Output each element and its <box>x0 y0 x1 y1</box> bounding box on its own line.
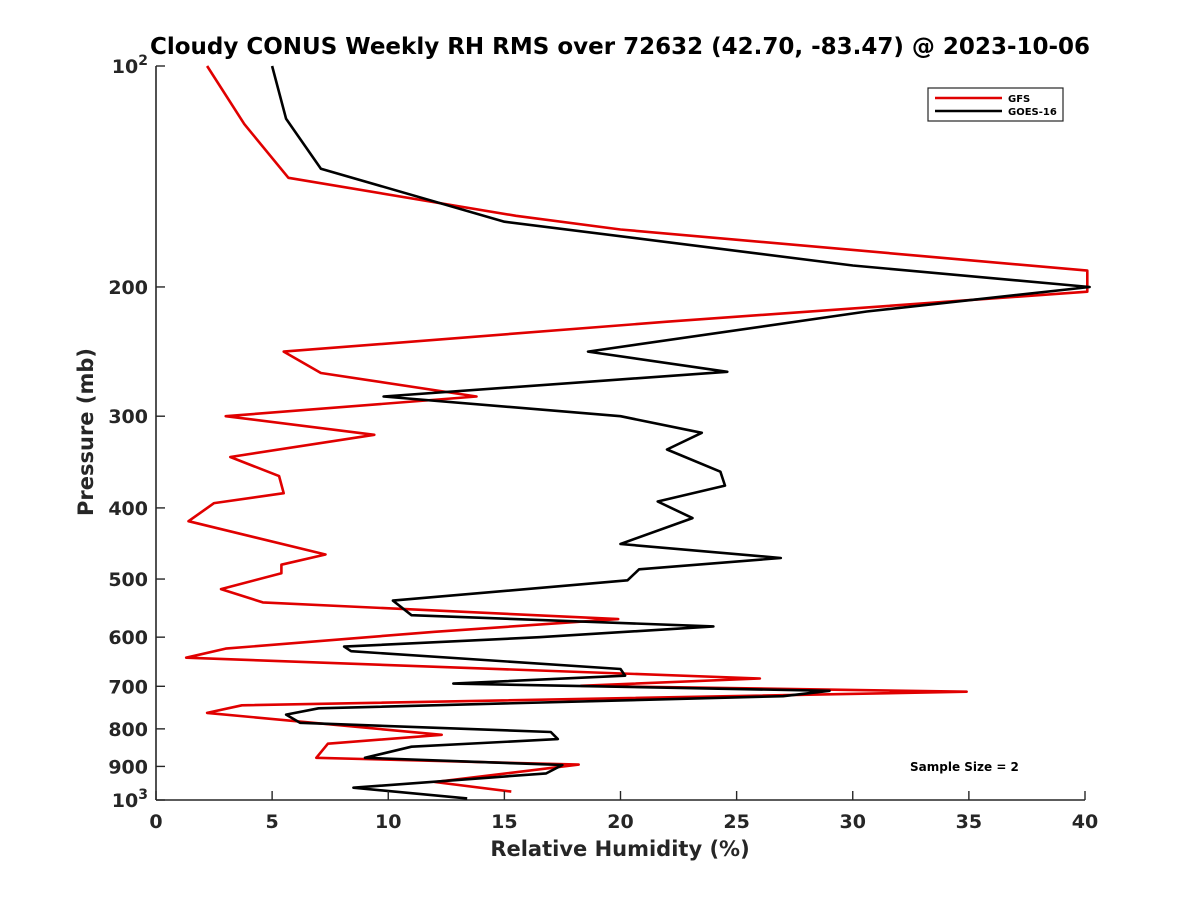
sample-size-note: Sample Size = 2 <box>910 760 1019 774</box>
y-axis-label: Pressure (mb) <box>74 348 98 516</box>
y-tick-label: 300 <box>108 406 148 428</box>
y-tick-label: 600 <box>108 627 148 649</box>
legend-label-gfs: GFS <box>1008 94 1030 105</box>
y-tick-label: 800 <box>108 719 148 741</box>
y-tick-label: 400 <box>108 498 148 520</box>
x-tick-label: 20 <box>607 811 633 833</box>
x-tick-label: 40 <box>1072 811 1098 833</box>
y-tick-label: 700 <box>108 676 148 698</box>
series-line-gfs <box>184 65 1089 793</box>
x-tick-label: 25 <box>723 811 749 833</box>
chart-title: Cloudy CONUS Weekly RH RMS over 72632 (4… <box>150 34 1090 60</box>
x-tick-label: 15 <box>491 811 517 833</box>
y-axis: 102 200 300 400 500 600 700 800 900 103 <box>108 53 165 812</box>
y-tick-label: 500 <box>108 569 148 591</box>
x-tick-label: 0 <box>149 811 162 833</box>
x-tick-label: 10 <box>375 811 401 833</box>
x-tick-label: 35 <box>956 811 982 833</box>
y-tick-label: 102 <box>112 53 148 78</box>
y-tick-label: 900 <box>108 756 148 778</box>
legend-label-goes-16: GOES-16 <box>1008 107 1057 118</box>
series-line-goes-16 <box>270 65 1091 800</box>
x-tick-label: 5 <box>266 811 279 833</box>
legend: GFS GOES-16 <box>927 87 1064 122</box>
plot-area <box>155 65 1091 801</box>
y-tick-label: 103 <box>112 787 148 812</box>
y-tick-label: 200 <box>108 277 148 299</box>
legend-box <box>927 87 1064 122</box>
x-axis: 0 5 10 15 20 25 30 35 40 <box>149 791 1098 833</box>
x-tick-label: 30 <box>840 811 866 833</box>
x-axis-label: Relative Humidity (%) <box>490 837 749 861</box>
